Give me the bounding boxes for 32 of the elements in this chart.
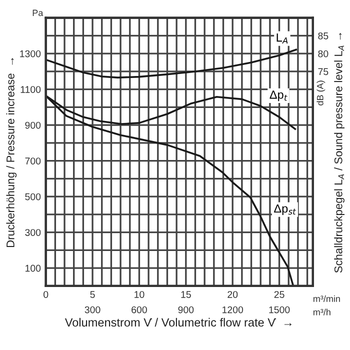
- x-tick-label: 0: [44, 291, 48, 298]
- x2-tick-label: 300: [84, 306, 100, 314]
- y-tick-label: 700: [25, 158, 41, 164]
- line-series: [46, 48, 297, 78]
- y2-tick-label: 75: [318, 68, 328, 76]
- x-tick-label: 10: [134, 291, 144, 298]
- y-tick-label: 500: [25, 193, 41, 200]
- y2-axis-title: Schalldruckpegel L$_{A}$ / Sound pressure level L$_{A}$ →: [334, 32, 344, 273]
- x-tick-label: 5: [90, 291, 95, 298]
- y-axis-title: Druckerhöhung / Pressure increase →: [6, 58, 17, 248]
- x-axis-title: Volumenstrom V̇ / Volumetric flow rate V̇ →: [64, 318, 292, 327]
- text: m³/h: [314, 308, 330, 316]
- y2-tick-label: 80: [318, 50, 328, 58]
- series-label: Δp$_{st}$: [274, 204, 296, 216]
- y2-tick-label: 85: [318, 32, 328, 40]
- y-tick-label: 1300: [20, 50, 41, 58]
- text: dB (A): [316, 80, 326, 106]
- y-tick-label: 100: [26, 264, 41, 272]
- x-tick-label: 15: [181, 291, 191, 298]
- x2-tick-label: 1500: [269, 306, 290, 314]
- text: Pa: [32, 10, 44, 16]
- x-tick-label: 25: [274, 291, 284, 298]
- y-tick-label: 300: [25, 229, 41, 236]
- series-label: Δp$_{t}$: [270, 90, 288, 102]
- x-tick-label: 20: [228, 291, 238, 298]
- y-tick-label: 1100: [20, 86, 41, 93]
- text: m³/min: [314, 295, 340, 302]
- x2-tick-label: 1200: [222, 306, 244, 314]
- x2-tick-label: 600: [132, 306, 147, 314]
- series-label: L$_{A}$: [276, 33, 288, 44]
- x2-tick-label: 900: [178, 306, 194, 314]
- y-tick-label: 900: [25, 122, 41, 129]
